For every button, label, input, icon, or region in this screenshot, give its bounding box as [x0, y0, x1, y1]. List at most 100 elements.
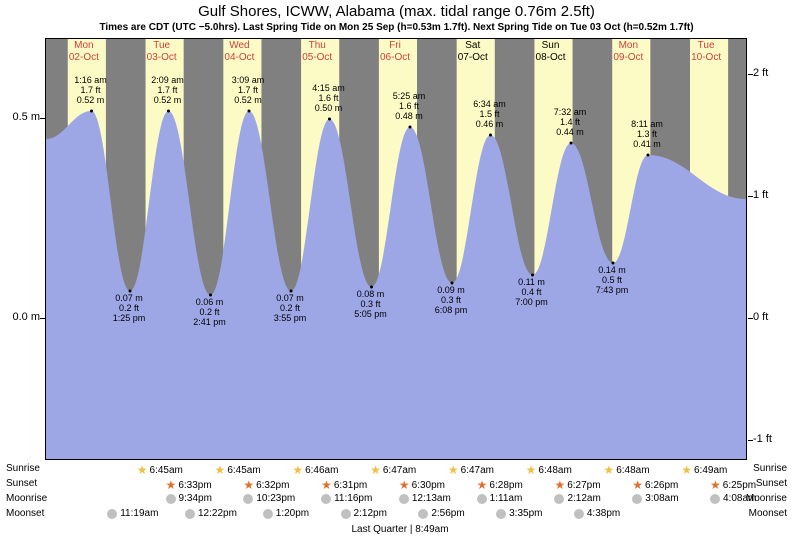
moon-icon — [263, 509, 273, 519]
day-label: Sat07-Oct — [448, 40, 498, 64]
tick — [40, 318, 45, 319]
moonset-time: 12:22pm — [185, 508, 237, 519]
y-tick-ft: -1 ft — [753, 433, 788, 445]
sunset-time: ★6:30pm — [399, 478, 445, 492]
sunset-time: ★6:31pm — [321, 478, 367, 492]
sunset-time: ★6:25pm — [710, 478, 756, 492]
moon-icon — [574, 509, 584, 519]
moonset-time: 2:12pm — [341, 508, 387, 519]
chart-title: Gulf Shores, ICWW, Alabama (max. tidal r… — [0, 3, 793, 20]
moonrise-time: 3:08am — [632, 493, 678, 504]
day-label: Thu05-Oct — [292, 40, 342, 64]
star-icon: ★ — [554, 478, 565, 492]
sunrise-time: ★6:47am — [370, 463, 416, 477]
sunset-label-right: Sunset — [756, 478, 787, 489]
moon-icon — [107, 509, 117, 519]
low-tide-label: 0.11 m0.4 ft7:00 pm — [510, 278, 554, 308]
chart-subtitle: Times are CDT (UTC −5.0hrs). Last Spring… — [0, 22, 793, 33]
sunrise-time: ★6:45am — [137, 463, 183, 477]
y-tick-m: 0.0 m — [5, 311, 40, 323]
moonset-time: 11:19am — [107, 508, 158, 519]
tick — [748, 196, 753, 197]
sunset-time: ★6:32pm — [243, 478, 289, 492]
high-tide-label: 3:09 am1.7 ft0.52 m — [226, 76, 270, 106]
moon-icon — [496, 509, 506, 519]
low-tide-label: 0.09 m0.3 ft6:08 pm — [429, 286, 473, 316]
sunrise-label-left: Sunrise — [6, 463, 40, 474]
high-tide-label: 6:34 am1.5 ft0.46 m — [468, 100, 512, 130]
low-tide-label: 0.06 m0.2 ft2:41 pm — [188, 298, 232, 328]
star-icon: ★ — [137, 463, 148, 477]
tide-chart: Gulf Shores, ICWW, Alabama (max. tidal r… — [0, 0, 793, 539]
star-icon: ★ — [632, 478, 643, 492]
moonset-time: 1:20pm — [263, 508, 309, 519]
high-tide-label: 4:15 am1.6 ft0.50 m — [307, 84, 351, 114]
star-icon: ★ — [321, 478, 332, 492]
sunset-time: ★6:26pm — [632, 478, 678, 492]
moon-icon — [321, 494, 331, 504]
sunrise-time: ★6:47am — [448, 463, 494, 477]
sunset-time: ★6:28pm — [477, 478, 523, 492]
star-icon: ★ — [166, 478, 177, 492]
moon-icon — [418, 509, 428, 519]
day-label: Tue03-Oct — [137, 40, 187, 64]
moonrise-time: 10:23pm — [243, 493, 295, 504]
high-tide-label: 7:32 am1.4 ft0.44 m — [548, 108, 592, 138]
sunset-time: ★6:27pm — [554, 478, 600, 492]
moon-icon — [710, 494, 720, 504]
low-tide-label: 0.07 m0.2 ft1:25 pm — [107, 294, 151, 324]
sunrise-time: ★6:49am — [681, 463, 727, 477]
star-icon: ★ — [215, 463, 226, 477]
moonrise-label-left: Moonrise — [6, 493, 47, 504]
tick — [40, 118, 45, 119]
sunrise-time: ★6:45am — [215, 463, 261, 477]
sunrise-time: ★6:46am — [292, 463, 338, 477]
sunset-label-left: Sunset — [6, 478, 37, 489]
moonset-label-right: Moonset — [749, 508, 787, 519]
day-label: Fri06-Oct — [370, 40, 420, 64]
y-tick-ft: 1 ft — [753, 189, 788, 201]
star-icon: ★ — [292, 463, 303, 477]
day-label: Mon09-Oct — [603, 40, 653, 64]
high-tide-label: 2:09 am1.7 ft0.52 m — [146, 76, 190, 106]
moon-icon — [399, 494, 409, 504]
moonrise-time: 4:08am — [710, 493, 756, 504]
low-tide-label: 0.14 m0.5 ft7:43 pm — [590, 266, 634, 296]
sunrise-label-right: Sunrise — [753, 463, 787, 474]
star-icon: ★ — [681, 463, 692, 477]
star-icon: ★ — [477, 478, 488, 492]
star-icon: ★ — [370, 463, 381, 477]
moonset-time: 2:56pm — [418, 508, 464, 519]
y-tick-ft: 2 ft — [753, 67, 788, 79]
high-tide-label: 1:16 am1.7 ft0.52 m — [69, 76, 113, 106]
moon-icon — [166, 494, 176, 504]
tick — [748, 74, 753, 75]
moon-icon — [185, 509, 195, 519]
day-label: Tue10-Oct — [681, 40, 731, 64]
star-icon: ★ — [603, 463, 614, 477]
star-icon: ★ — [448, 463, 459, 477]
moonrise-time: 9:34pm — [166, 493, 212, 504]
y-tick-m: 0.5 m — [5, 111, 40, 123]
star-icon: ★ — [526, 463, 537, 477]
moonset-label-left: Moonset — [6, 508, 44, 519]
star-icon: ★ — [710, 478, 721, 492]
moon-icon — [554, 494, 564, 504]
moonrise-time: 12:13am — [399, 493, 451, 504]
moonset-time: 4:38pm — [574, 508, 620, 519]
moonrise-time: 2:12am — [554, 493, 600, 504]
high-tide-label: 5:25 am1.6 ft0.48 m — [387, 92, 431, 122]
star-icon: ★ — [243, 478, 254, 492]
high-tide-label: 8:11 am1.3 ft0.41 m — [625, 120, 669, 150]
low-tide-label: 0.08 m0.3 ft5:05 pm — [349, 290, 393, 320]
moonset-time: 3:35pm — [496, 508, 542, 519]
star-icon: ★ — [399, 478, 410, 492]
moon-phase-note: Last Quarter | 8:49am — [300, 524, 500, 535]
moonrise-time: 11:16pm — [321, 493, 372, 504]
moon-icon — [243, 494, 253, 504]
sunrise-time: ★6:48am — [603, 463, 649, 477]
y-tick-ft: 0 ft — [753, 311, 788, 323]
moon-icon — [477, 494, 487, 504]
moonrise-time: 1:11am — [477, 493, 523, 504]
day-label: Mon02-Oct — [59, 40, 109, 64]
